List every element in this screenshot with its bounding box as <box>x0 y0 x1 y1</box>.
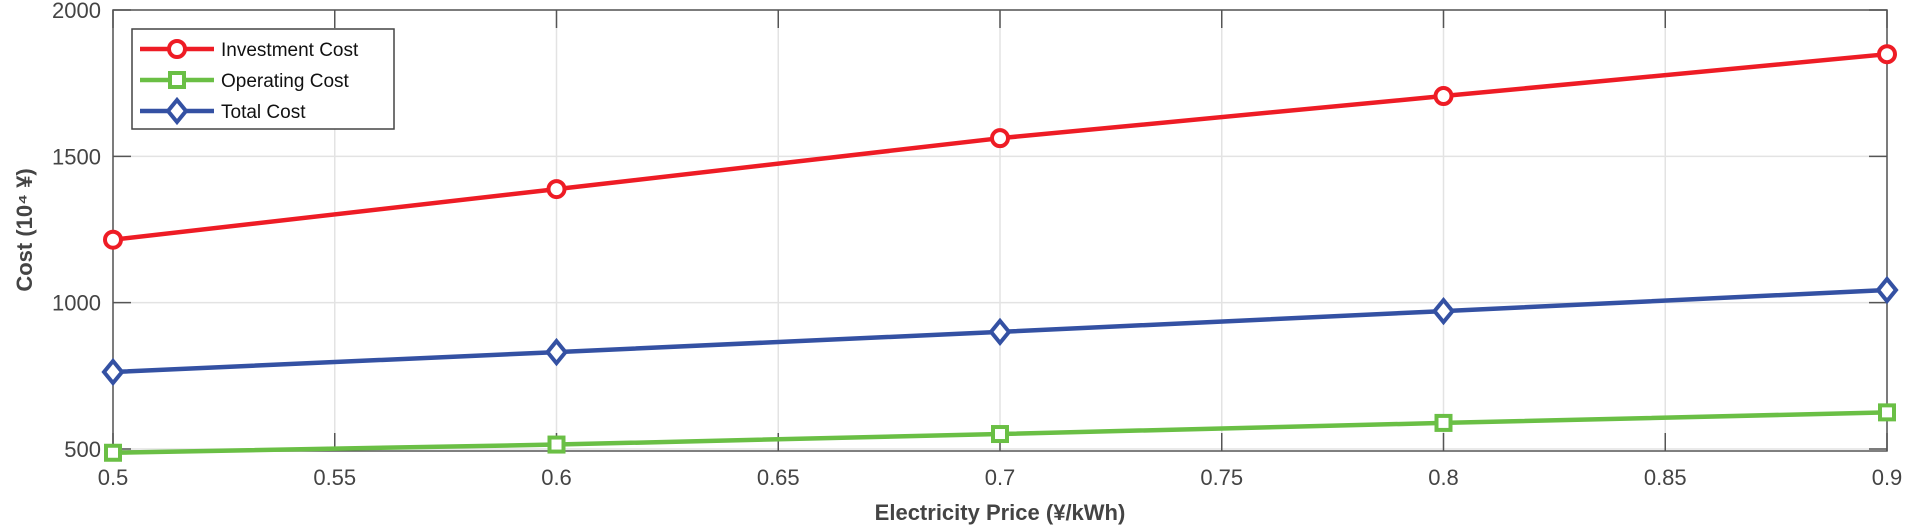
data-point <box>991 425 1009 444</box>
x-tick-label: 0.6 <box>541 465 572 490</box>
legend-marker <box>167 39 187 59</box>
data-point <box>1434 413 1453 432</box>
legend-label: Operating Cost <box>221 71 350 92</box>
series-total-cost <box>101 275 1899 387</box>
data-point <box>103 229 123 250</box>
x-tick-label: 0.9 <box>1872 465 1903 490</box>
legend-item: Investment Cost <box>140 39 359 61</box>
x-tick-label: 0.85 <box>1644 465 1687 490</box>
y-axis-label: Cost (10⁴ ¥) <box>12 168 37 291</box>
y-tick-label: 500 <box>64 437 101 462</box>
data-point <box>990 128 1010 149</box>
data-point <box>544 337 569 367</box>
data-point <box>547 435 566 454</box>
data-point <box>104 443 122 462</box>
x-tick-label: 0.55 <box>313 465 356 490</box>
data-point <box>988 317 1012 347</box>
legend-marker <box>165 96 189 126</box>
data-point <box>1875 275 1899 305</box>
series-investment-cost <box>103 44 1897 250</box>
x-tick-label: 0.7 <box>985 465 1016 490</box>
series-operating-cost <box>104 403 1896 462</box>
x-axis-label: Electricity Price (¥/kWh) <box>875 500 1126 525</box>
legend-marker <box>168 71 186 89</box>
data-point <box>1877 44 1897 65</box>
data-point <box>1431 296 1456 326</box>
legend-item: Operating Cost <box>140 71 350 92</box>
data-point <box>546 179 567 200</box>
x-tick-label: 0.5 <box>98 465 129 490</box>
legend-label: Total Cost <box>221 102 306 123</box>
legend-label: Investment Cost <box>221 40 359 61</box>
x-tick-label: 0.8 <box>1428 465 1459 490</box>
y-tick-label: 2000 <box>52 0 101 23</box>
y-tick-label: 1000 <box>52 291 101 316</box>
data-point <box>1878 403 1896 422</box>
legend-item: Total Cost <box>140 96 306 126</box>
data-point <box>101 357 125 387</box>
y-tick-label: 1500 <box>52 144 101 169</box>
series-group <box>101 44 1899 462</box>
data-point <box>1433 86 1454 107</box>
x-tick-label: 0.75 <box>1200 465 1243 490</box>
legend: Investment Cost Operating Cost Total Cost <box>131 28 395 130</box>
x-tick-label: 0.65 <box>757 465 800 490</box>
